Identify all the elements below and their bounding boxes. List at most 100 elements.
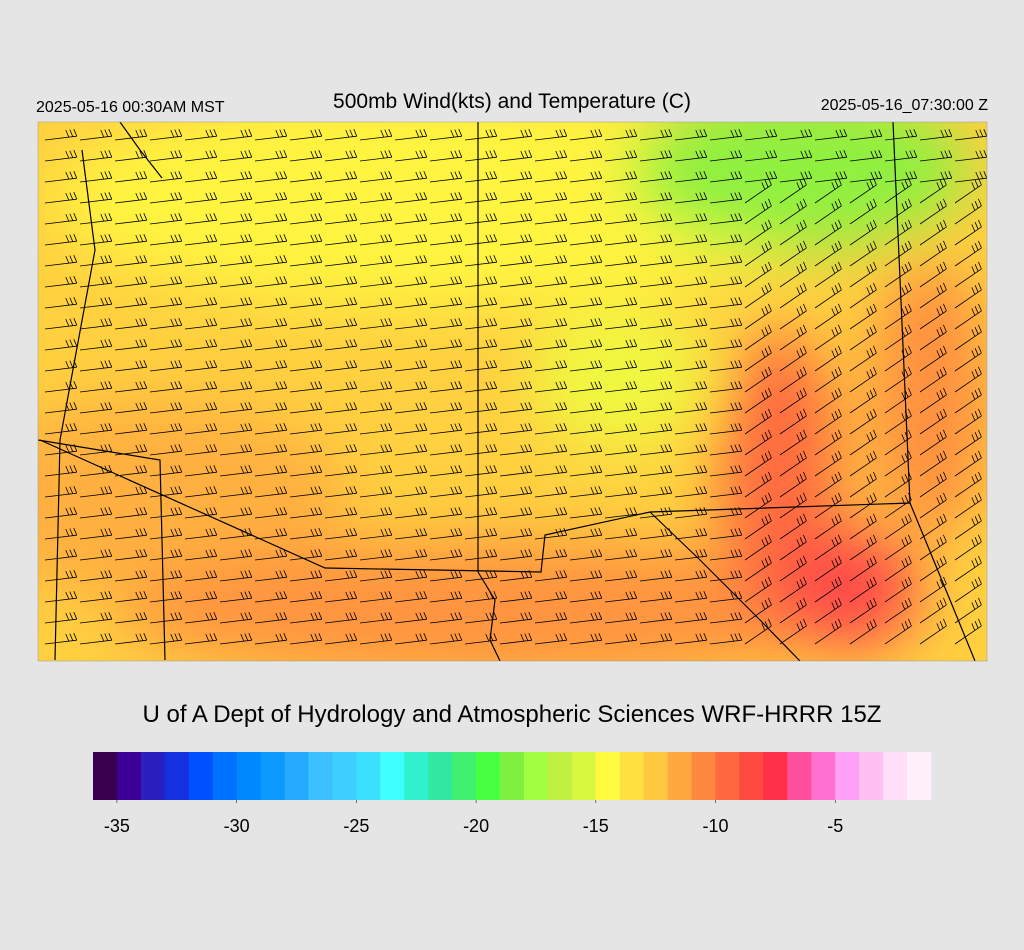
wind-barb (44, 234, 78, 246)
wind-barb (429, 528, 463, 540)
wind-barb (79, 465, 113, 477)
wind-barb (394, 423, 428, 435)
wind-barb (674, 171, 708, 183)
wind-barb (884, 429, 912, 456)
colorbar-swatch (859, 752, 884, 800)
wind-barb (534, 444, 568, 456)
wind-barb (639, 633, 673, 645)
wind-barb (534, 423, 568, 435)
wind-barb (919, 597, 947, 624)
wind-barb (499, 276, 533, 288)
wind-barb (674, 255, 708, 267)
wind-barb (709, 234, 743, 246)
colorbar-swatch (523, 752, 549, 800)
wind-barb (779, 150, 813, 162)
wind-barb (744, 492, 772, 519)
wind-barb (884, 471, 912, 498)
wind-barb (744, 471, 772, 498)
wind-barb (219, 528, 253, 540)
colorbar-swatch (164, 752, 190, 800)
wind-barb (254, 444, 288, 456)
wind-barb (324, 213, 358, 225)
wind-barb (779, 345, 807, 372)
wind-barb (184, 339, 218, 351)
wind-barb (149, 171, 183, 183)
wind-barb (44, 612, 78, 624)
map-frame (37, 121, 988, 662)
wind-barb (919, 324, 947, 351)
wind-barb (849, 219, 877, 246)
wind-barb (219, 171, 253, 183)
wind-barb (534, 234, 568, 246)
wind-barb (499, 444, 533, 456)
wind-barb (149, 192, 183, 204)
wind-barb (674, 528, 708, 540)
wind-barb (779, 492, 807, 519)
wind-barb (289, 192, 323, 204)
wind-barb (569, 234, 603, 246)
wind-barb (219, 402, 253, 414)
wind-barb (569, 423, 603, 435)
wind-barb (394, 276, 428, 288)
wind-barb (779, 198, 807, 225)
colorbar-swatch (308, 752, 333, 800)
wind-barb (499, 549, 533, 561)
wind-barb (709, 255, 743, 267)
wind-barb (709, 381, 743, 393)
wind-barb (884, 387, 912, 414)
wind-barb (744, 261, 772, 288)
colorbar-swatch (811, 752, 836, 800)
wind-barb (429, 213, 463, 225)
wind-barb (639, 255, 673, 267)
wind-barb (429, 444, 463, 456)
wind-barb (114, 276, 148, 288)
wind-barb (954, 177, 982, 204)
wind-barb (219, 276, 253, 288)
wind-barb (254, 528, 288, 540)
wind-barb (884, 177, 912, 204)
wind-barb (44, 171, 78, 183)
wind-barb (779, 282, 807, 309)
colorbar-swatch (595, 752, 621, 800)
wind-barb (849, 513, 877, 540)
wind-barb (184, 192, 218, 204)
wind-barb (254, 360, 288, 372)
wind-barb (744, 282, 772, 309)
wind-barb (464, 150, 498, 162)
wind-barb (359, 465, 393, 477)
wind-barb (884, 366, 912, 393)
wind-barb (709, 633, 743, 645)
wind-barb (289, 612, 323, 624)
wind-barb (394, 591, 428, 603)
wind-barb (324, 171, 358, 183)
wind-barb (814, 534, 842, 561)
wind-barb (44, 129, 78, 141)
wind-barb (184, 402, 218, 414)
wind-barb (569, 339, 603, 351)
wind-barb (219, 570, 253, 582)
wind-barb (849, 261, 877, 288)
wind-barb (534, 486, 568, 498)
wind-barb (219, 339, 253, 351)
wind-barb (149, 591, 183, 603)
wind-barb (44, 402, 78, 414)
wind-barb (604, 612, 638, 624)
wind-barb (219, 444, 253, 456)
wind-barb (499, 381, 533, 393)
wind-barb (604, 381, 638, 393)
wind-barb (534, 150, 568, 162)
wind-barb (394, 507, 428, 519)
colorbar-swatch (643, 752, 669, 800)
wind-barb (744, 324, 772, 351)
wind-barb (464, 612, 498, 624)
wind-barb (464, 444, 498, 456)
wind-barb (44, 318, 78, 330)
colorbar-swatch (356, 752, 381, 800)
wind-barb (429, 402, 463, 414)
wind-barb (254, 381, 288, 393)
wind-barb (954, 387, 982, 414)
wind-barb (464, 360, 498, 372)
wind-barb (324, 402, 358, 414)
wind-barb (954, 408, 982, 435)
